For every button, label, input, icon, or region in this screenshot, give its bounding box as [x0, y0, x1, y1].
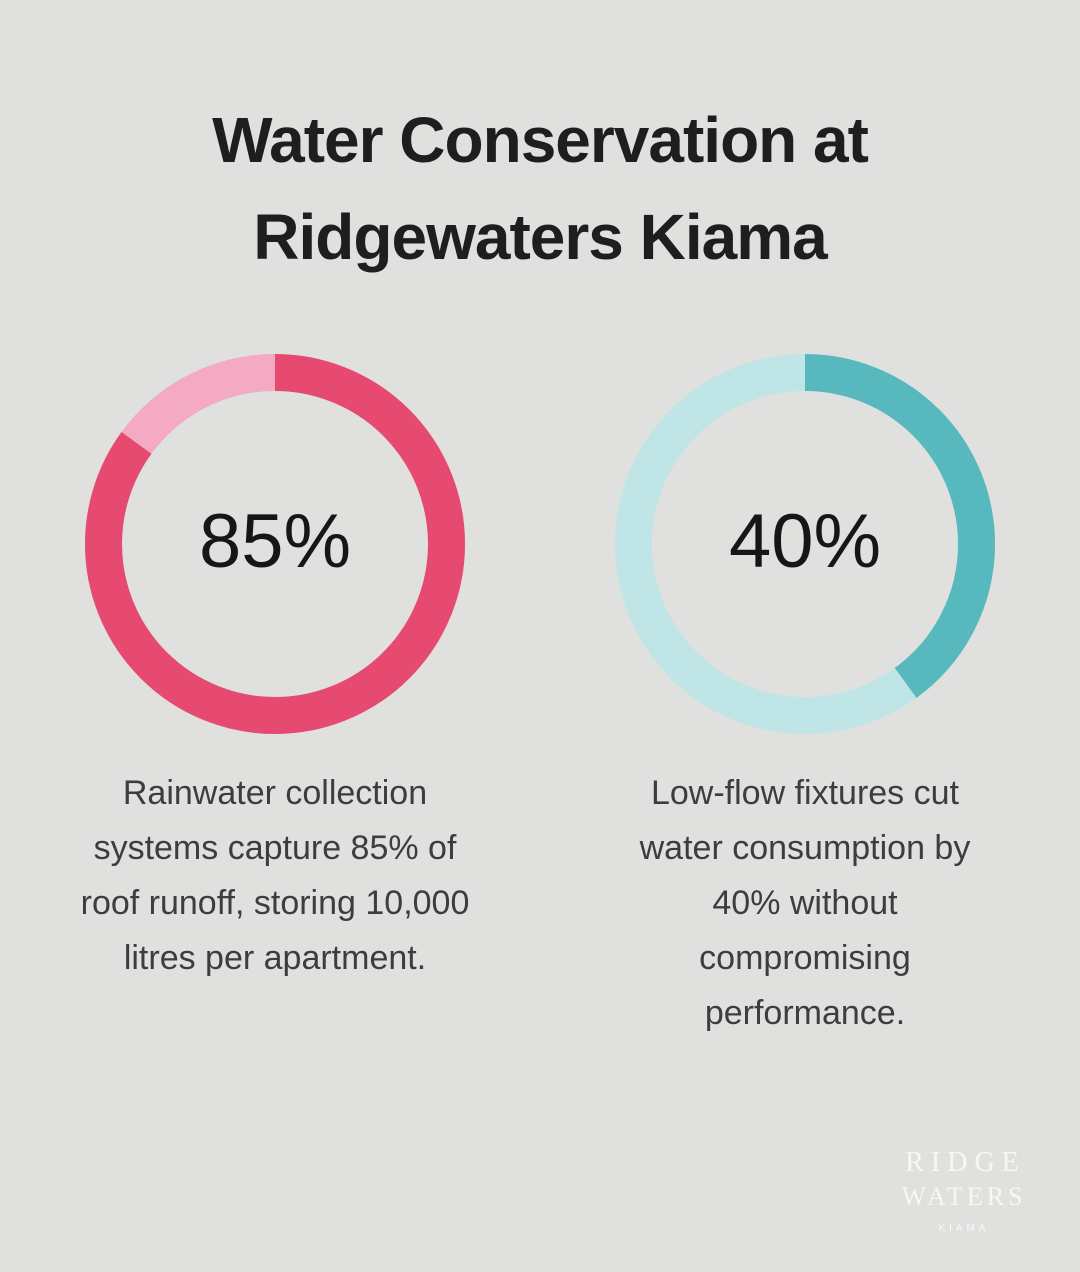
- charts-row: 85% Rainwater collection systems capture…: [0, 354, 1080, 1041]
- brand-logo-waters: WATERS: [901, 1182, 1027, 1211]
- stat-card-lowflow: 40% Low-flow fixtures cut water consumpt…: [560, 354, 1050, 1041]
- donut-fill-arc: [85, 354, 465, 734]
- donut-chart-rainwater: 85%: [85, 354, 465, 734]
- percent-label: 85%: [198, 498, 352, 584]
- page-title: Water Conservation at Ridgewaters Kiama: [212, 104, 869, 273]
- stat-caption: Rainwater collection systems capture 85%…: [80, 774, 470, 977]
- brand-logo: RIDGE WATERS KIAMA: [882, 1147, 1042, 1234]
- donut-fill-arc: [615, 354, 995, 734]
- donut-chart-lowflow: 40%: [615, 354, 995, 734]
- stat-caption: Low-flow fixtures cut water consumption …: [639, 774, 971, 1032]
- percent-label: 40%: [728, 498, 882, 584]
- donut-svg: [85, 354, 465, 734]
- brand-logo-ridge: RIDGE: [905, 1147, 1026, 1178]
- donut-svg: [615, 354, 995, 734]
- brand-logo-kiama: KIAMA: [938, 1223, 990, 1234]
- stat-card-rainwater: 85% Rainwater collection systems capture…: [30, 354, 520, 1041]
